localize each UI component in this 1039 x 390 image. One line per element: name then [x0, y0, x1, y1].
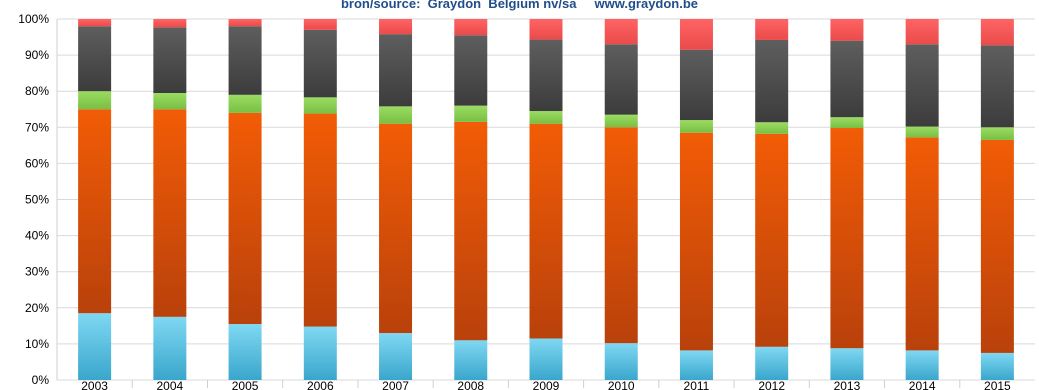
bar-segment	[905, 126, 939, 138]
bar-segment	[78, 313, 112, 380]
source-credit: bron/source: Graydon Belgium nv/sa www.g…	[340, 0, 699, 11]
bar-segment	[830, 128, 864, 349]
bar-segment	[303, 29, 337, 98]
bar-segment	[228, 112, 262, 325]
bar-segment	[980, 139, 1014, 353]
bar-segment	[78, 109, 112, 314]
bar-segment	[529, 123, 563, 339]
bar-segment	[830, 40, 864, 118]
bar-segment	[153, 27, 187, 94]
bar-segment	[604, 127, 638, 344]
bar-segment	[454, 121, 488, 341]
y-tick-label: 40%	[25, 229, 49, 243]
bar-segment	[905, 137, 939, 351]
bar-segment	[980, 19, 1014, 46]
bar-segment	[604, 343, 638, 380]
bar-segment	[980, 352, 1014, 380]
bar-segment	[303, 113, 337, 327]
y-tick-label: 70%	[25, 120, 49, 134]
bar-segment	[153, 93, 187, 110]
x-tick-label: 2007	[382, 379, 409, 390]
bar-segment	[228, 19, 262, 27]
bar-segment	[905, 350, 939, 380]
bar-segment	[755, 39, 789, 123]
x-tick-label: 2004	[156, 379, 183, 390]
bar-segment	[905, 44, 939, 127]
bar-segment	[228, 94, 262, 113]
bar-segment	[604, 114, 638, 128]
bar-segment	[78, 26, 112, 92]
y-tick-label: 10%	[25, 337, 49, 351]
bar-segment	[529, 39, 563, 112]
x-tick-label: 2011	[684, 379, 710, 390]
x-tick-label: 2013	[834, 379, 861, 390]
bar-segment	[679, 19, 713, 50]
y-tick-label: 0%	[32, 373, 50, 387]
bar-segment	[153, 316, 187, 380]
y-axis-ticks: 0% 10% 20% 30% 40% 50% 60% 70% 80% 90% 100%	[18, 12, 49, 387]
bar-segment	[454, 105, 488, 122]
bar-segment	[604, 19, 638, 45]
bar-segment	[153, 109, 187, 317]
bar-segment	[755, 346, 789, 380]
bar-segment	[228, 324, 262, 380]
bar-segment	[303, 326, 337, 380]
bar-segment	[679, 132, 713, 351]
bar-segment	[454, 19, 488, 36]
x-tick-label: 2003	[81, 379, 108, 390]
y-tick-label: 80%	[25, 84, 49, 98]
bar-segment	[78, 19, 112, 27]
bar-segment	[454, 35, 488, 106]
bar-segment	[679, 49, 713, 121]
y-tick-label: 50%	[25, 193, 49, 207]
bar-group	[78, 19, 1014, 380]
bar-segment	[679, 120, 713, 133]
bar-segment	[980, 127, 1014, 140]
y-tick-label: 60%	[25, 156, 49, 170]
bar-segment	[379, 123, 413, 334]
bar-segment	[379, 106, 413, 124]
y-tick-label: 20%	[25, 301, 49, 315]
bar-segment	[228, 26, 262, 95]
bar-segment	[303, 19, 337, 30]
y-tick-label: 90%	[25, 48, 49, 62]
bar-segment	[830, 117, 864, 129]
y-tick-label: 30%	[25, 265, 49, 279]
bar-segment	[529, 338, 563, 380]
x-tick-label: 2008	[457, 379, 484, 390]
x-tick-label: 2012	[758, 379, 785, 390]
bar-segment	[303, 97, 337, 114]
bar-segment	[379, 34, 413, 107]
bar-segment	[379, 19, 413, 35]
x-tick-label: 2010	[608, 379, 635, 390]
bar-segment	[78, 91, 112, 110]
bar-segment	[529, 111, 563, 124]
bar-segment	[830, 19, 864, 41]
bar-segment	[905, 19, 939, 45]
bar-segment	[980, 45, 1014, 128]
y-tick-label: 100%	[18, 12, 49, 26]
x-tick-label: 2006	[307, 379, 334, 390]
bar-segment	[604, 44, 638, 115]
x-tick-label: 2014	[909, 379, 936, 390]
x-tick-label: 2005	[232, 379, 259, 390]
x-axis-ticks: 2003 2004 2005 2006 2007 2008 2009 2010 2011 2012…	[81, 379, 1011, 390]
bar-segment	[379, 333, 413, 380]
bar-segment	[755, 122, 789, 134]
bar-segment	[454, 340, 488, 380]
bar-segment	[153, 19, 187, 28]
bar-segment	[830, 348, 864, 380]
bar-segment	[755, 133, 789, 347]
x-tick-label: 2009	[533, 379, 560, 390]
x-tick-label: 2015	[984, 379, 1011, 390]
bar-segment	[755, 19, 789, 40]
bar-segment	[679, 350, 713, 380]
bar-segment	[529, 19, 563, 40]
